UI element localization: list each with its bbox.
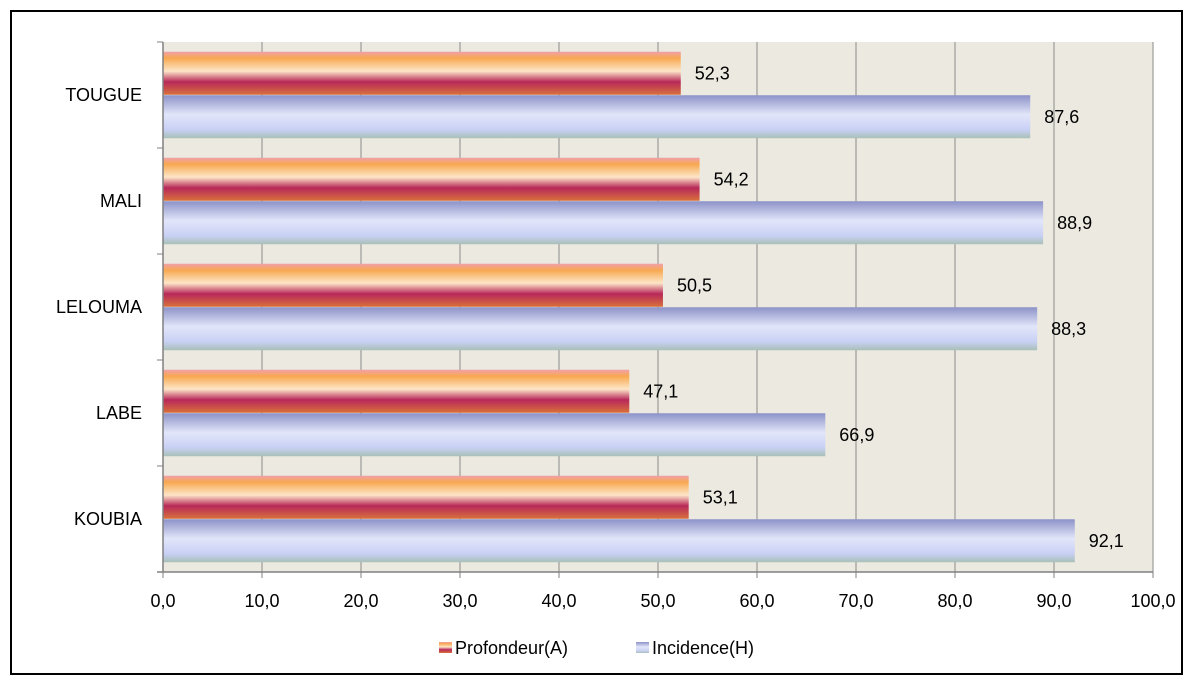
bar-incidence-koubia: [163, 519, 1075, 563]
category-labels: KOUBIA LABE LELOUMA MALI TOUGUE: [56, 85, 142, 529]
data-label: 53,1: [703, 487, 738, 507]
bar-incidence-tougue: [163, 95, 1031, 139]
category-label-labe: LABE: [96, 403, 142, 423]
bar-profondeur-lelouma: [163, 263, 663, 307]
bar-profondeur-labe: [163, 369, 630, 413]
category-label-koubia: KOUBIA: [74, 509, 142, 529]
legend: Profondeur(A) Incidence(H): [439, 638, 754, 658]
data-label: 88,9: [1057, 213, 1092, 233]
x-tick-label: 50,0: [640, 591, 675, 611]
bar-profondeur-koubia: [163, 475, 689, 519]
data-label: 47,1: [643, 381, 678, 401]
x-tick-labels: 0,0 10,0 20,0 30,0 40,0 50,0 60,0 70,0 80,0 90,0 1…: [150, 591, 1175, 611]
bar-incidence-mali: [163, 201, 1044, 245]
data-label: 92,1: [1089, 531, 1124, 551]
x-tick-label: 100,0: [1130, 591, 1175, 611]
x-tick-label: 90,0: [1036, 591, 1071, 611]
x-tick-label: 0,0: [150, 591, 175, 611]
data-label: 54,2: [714, 169, 749, 189]
x-tick-label: 20,0: [343, 591, 378, 611]
bar-incidence-labe: [163, 413, 826, 457]
x-tick-label: 10,0: [244, 591, 279, 611]
legend-label: Profondeur(A): [455, 638, 568, 658]
bar-profondeur-tougue: [163, 51, 681, 95]
legend-label: Incidence(H): [652, 638, 754, 658]
x-tick-label: 60,0: [739, 591, 774, 611]
data-label: 87,6: [1044, 107, 1079, 127]
category-label-tougue: TOUGUE: [65, 85, 142, 105]
x-tick-label: 70,0: [838, 591, 873, 611]
x-tick-label: 80,0: [937, 591, 972, 611]
data-label: 50,5: [677, 275, 712, 295]
bar-profondeur-mali: [163, 157, 700, 201]
data-labels: 53,1 92,1 47,1 66,9 50,5 88,3 54,2 88,9 52,3 87,6: [643, 63, 1124, 551]
category-label-mali: MALI: [100, 191, 142, 211]
x-tick-label: 40,0: [541, 591, 576, 611]
category-label-lelouma: LELOUMA: [56, 297, 142, 317]
axes: [157, 41, 1154, 578]
data-label: 66,9: [839, 425, 874, 445]
data-label: 88,3: [1051, 319, 1086, 339]
x-tick-label: 30,0: [442, 591, 477, 611]
legend-swatch-incidence: [636, 642, 649, 653]
legend-swatch-profondeur: [439, 642, 452, 653]
bars: [163, 51, 1075, 563]
data-label: 52,3: [695, 63, 730, 83]
bar-incidence-lelouma: [163, 307, 1038, 351]
